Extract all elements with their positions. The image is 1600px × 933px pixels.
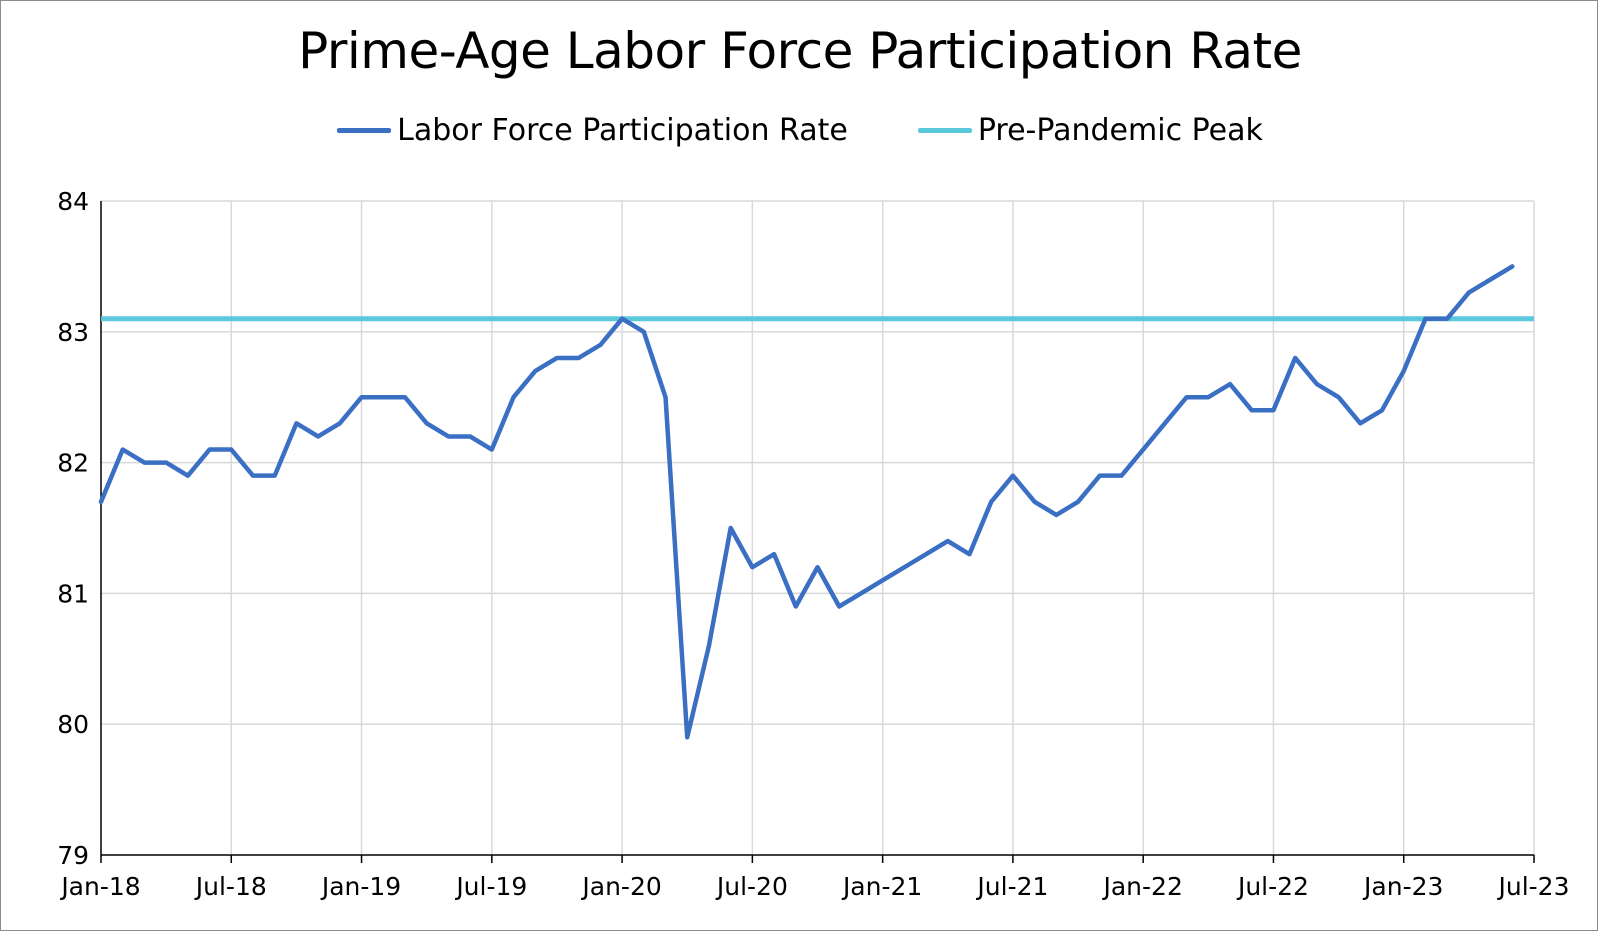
y-tick-label: 83 [57,318,89,347]
tick-labels: 79 80 81 82 83 84 Jan-18 Jul-18 Jan-19 Jul-19 Jan-… [57,187,1569,901]
lfpr-line [98,264,1515,740]
legend-swatch-lfpr [337,127,392,133]
chart-legend: Labor Force Participation Rate Pre-Pande… [0,110,1600,150]
x-tick-label: Jul-20 [715,872,788,901]
legend-label-lfpr: Labor Force Participation Rate [397,112,848,148]
x-tick-label: Jul-18 [194,872,267,901]
y-tick-label: 82 [57,449,89,478]
y-tick-label: 81 [57,579,89,608]
x-tick-label: Jul-22 [1236,872,1309,901]
x-tick-label: Jan-19 [320,872,401,901]
x-tick-label: Jan-23 [1362,872,1443,901]
lfpr-series [98,264,1515,740]
legend-swatch-peak [917,127,972,133]
x-tick-label: Jul-21 [975,872,1048,901]
x-tick-label: Jan-18 [59,872,140,901]
legend-item-peak: Pre-Pandemic Peak [917,112,1263,148]
y-tick-label: 80 [57,710,89,739]
x-tick-label: Jul-23 [1497,872,1570,901]
y-tick-label: 79 [57,841,89,870]
x-tick-label: Jan-21 [841,872,922,901]
chart-title: Prime-Age Labor Force Participation Rate [298,22,1302,80]
gridlines [101,200,1535,855]
x-tick-label: Jan-22 [1101,872,1182,901]
axes [100,201,1535,863]
legend-label-peak: Pre-Pandemic Peak [977,112,1263,148]
x-tick-label: Jul-19 [454,872,527,901]
legend-item-lfpr: Labor Force Participation Rate [337,113,848,148]
y-tick-label: 84 [57,187,89,216]
x-tick-label: Jan-20 [580,872,661,901]
